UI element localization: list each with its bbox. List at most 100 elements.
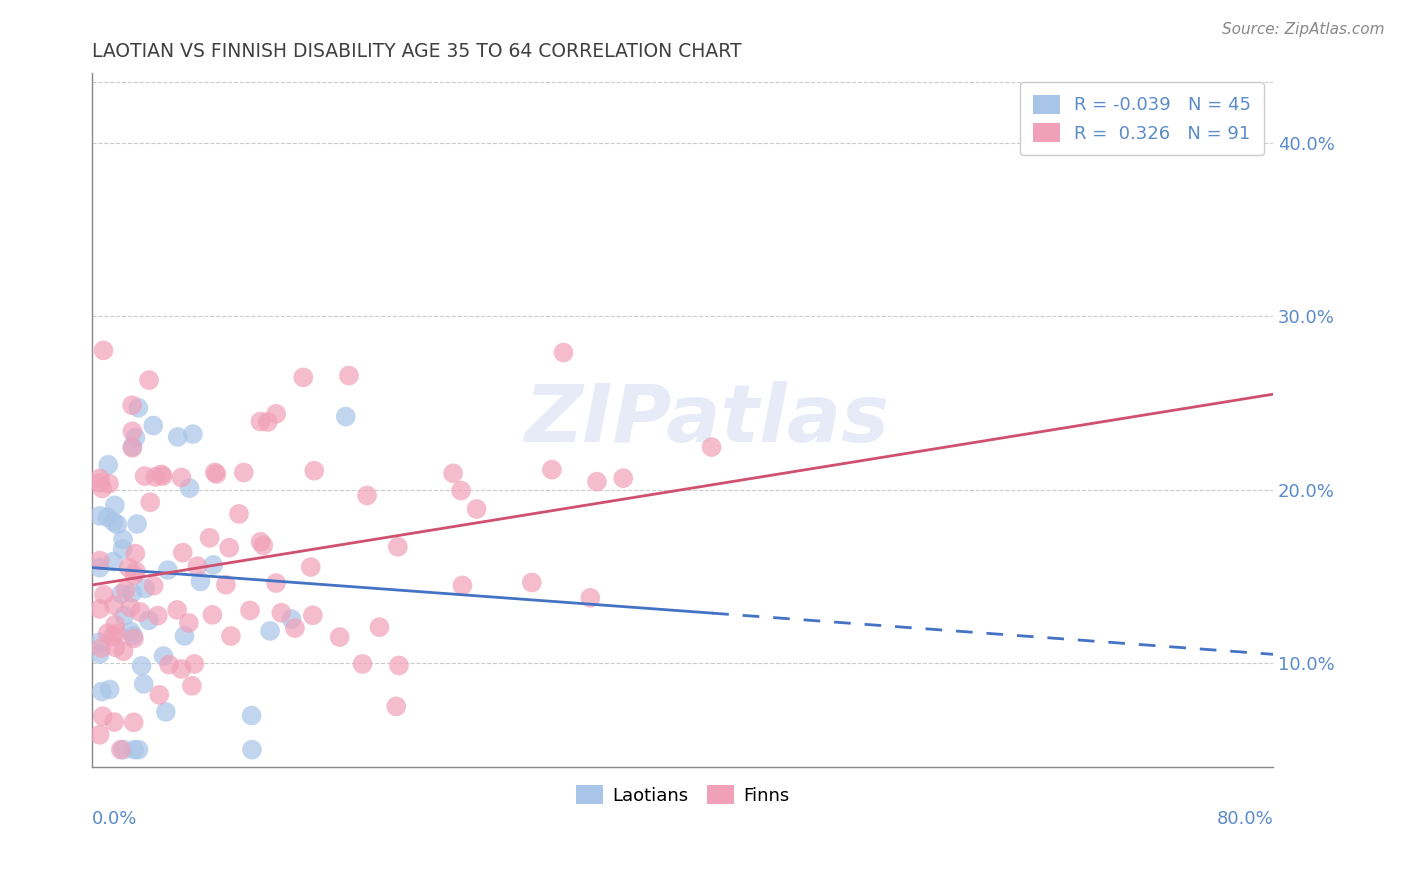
- Point: [304, 464, 326, 478]
- Point: [124, 547, 146, 561]
- Point: [586, 475, 609, 489]
- Point: [148, 688, 170, 702]
- Point: [239, 603, 262, 617]
- Point: [134, 582, 156, 596]
- Point: [252, 539, 274, 553]
- Point: [152, 469, 174, 483]
- Point: [125, 565, 148, 579]
- Point: [172, 546, 194, 560]
- Point: [129, 605, 152, 619]
- Point: [97, 458, 120, 472]
- Point: [121, 441, 143, 455]
- Point: [218, 541, 240, 555]
- Point: [388, 658, 411, 673]
- Point: [131, 659, 153, 673]
- Point: [166, 430, 188, 444]
- Point: [110, 587, 132, 601]
- Point: [128, 742, 150, 756]
- Point: [173, 629, 195, 643]
- Point: [105, 517, 128, 532]
- Text: 0.0%: 0.0%: [93, 810, 138, 829]
- Point: [122, 568, 145, 582]
- Point: [259, 624, 281, 638]
- Point: [93, 343, 115, 358]
- Point: [205, 467, 228, 481]
- Point: [201, 607, 224, 622]
- Point: [240, 708, 263, 723]
- Point: [90, 640, 112, 655]
- Point: [228, 507, 250, 521]
- Point: [120, 600, 142, 615]
- Point: [240, 742, 263, 756]
- Point: [89, 635, 111, 649]
- Point: [91, 482, 114, 496]
- Point: [90, 684, 112, 698]
- Point: [280, 612, 302, 626]
- Point: [89, 647, 111, 661]
- Point: [120, 624, 142, 639]
- Point: [89, 475, 111, 490]
- Point: [142, 579, 165, 593]
- Point: [89, 560, 111, 574]
- Point: [156, 563, 179, 577]
- Point: [127, 516, 149, 531]
- Point: [299, 560, 322, 574]
- Point: [121, 440, 143, 454]
- Point: [181, 427, 204, 442]
- Point: [89, 508, 111, 523]
- Point: [465, 502, 488, 516]
- Point: [183, 657, 205, 671]
- Point: [441, 467, 464, 481]
- Point: [112, 533, 135, 547]
- Point: [117, 560, 139, 574]
- Point: [249, 534, 271, 549]
- Point: [101, 630, 124, 644]
- Point: [114, 583, 136, 598]
- Point: [385, 699, 408, 714]
- Point: [249, 415, 271, 429]
- Point: [98, 476, 121, 491]
- Point: [103, 714, 125, 729]
- Point: [520, 575, 543, 590]
- Text: ZIPatlas: ZIPatlas: [524, 381, 889, 459]
- Point: [612, 471, 634, 485]
- Point: [198, 531, 221, 545]
- Point: [700, 440, 723, 454]
- Point: [301, 608, 323, 623]
- Point: [180, 679, 202, 693]
- Point: [215, 578, 238, 592]
- Point: [219, 629, 242, 643]
- Point: [150, 467, 173, 482]
- Legend: R = -0.039   N = 45, R =  0.326   N = 91: R = -0.039 N = 45, R = 0.326 N = 91: [1021, 82, 1264, 155]
- Point: [122, 632, 145, 646]
- Point: [104, 498, 127, 512]
- Point: [96, 510, 118, 524]
- Point: [157, 657, 180, 672]
- Point: [112, 608, 135, 623]
- Point: [166, 603, 188, 617]
- Text: LAOTIAN VS FINNISH DISABILITY AGE 35 TO 64 CORRELATION CHART: LAOTIAN VS FINNISH DISABILITY AGE 35 TO …: [93, 42, 742, 61]
- Point: [179, 481, 201, 495]
- Point: [232, 466, 254, 480]
- Point: [579, 591, 602, 605]
- Point: [152, 648, 174, 663]
- Point: [89, 728, 111, 742]
- Point: [541, 463, 564, 477]
- Point: [356, 488, 378, 502]
- Point: [177, 615, 200, 630]
- Point: [335, 409, 357, 424]
- Point: [170, 662, 193, 676]
- Point: [138, 613, 160, 627]
- Point: [121, 586, 143, 600]
- Point: [105, 626, 128, 640]
- Point: [97, 626, 120, 640]
- Point: [264, 407, 287, 421]
- Point: [111, 542, 134, 557]
- Text: Source: ZipAtlas.com: Source: ZipAtlas.com: [1222, 22, 1385, 37]
- Point: [146, 608, 169, 623]
- Point: [170, 470, 193, 484]
- Point: [337, 368, 360, 383]
- Point: [186, 559, 208, 574]
- Point: [127, 401, 149, 415]
- Point: [91, 709, 114, 723]
